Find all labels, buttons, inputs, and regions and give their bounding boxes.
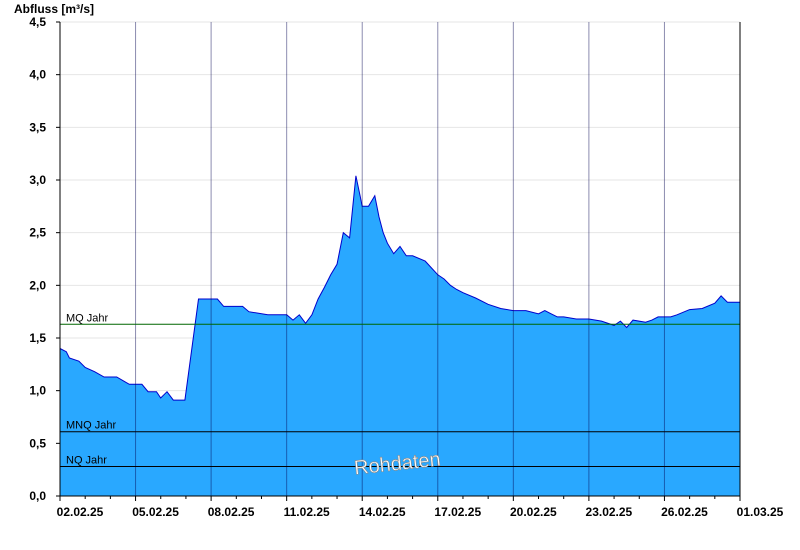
axes: 0,0 0,5 1,0 1,5 2,0 2,5 3,0 3,5 4,0 4,5 02.02.25 05… [29,15,783,519]
y-axis-label: Abfluss [m³/s] [14,2,94,16]
y-tick-label: 3,0 [29,173,46,187]
x-tick-label: 14.02.25 [359,505,406,519]
reference-line-label: MQ Jahr [66,312,109,324]
y-tick-label: 4,0 [29,68,46,82]
y-tick-label: 2,5 [29,226,46,240]
area-layer [59,175,740,497]
x-tick-label: 02.02.25 [57,505,104,519]
reference-line-label: NQ Jahr [66,455,107,467]
x-tick-label: 01.03.25 [737,505,784,519]
discharge-area [60,175,740,497]
x-tick-label: 23.02.25 [586,505,633,519]
y-tick-label: 4,5 [29,15,46,29]
x-tick-label: 08.02.25 [208,505,255,519]
discharge-line [59,175,740,401]
y-tick-label: 0,0 [29,489,46,503]
x-tick-label: 26.02.25 [661,505,708,519]
x-tick-label: 05.02.25 [132,505,179,519]
y-tick-label: 2,0 [29,278,46,292]
y-tick-label: 1,0 [29,384,46,398]
y-tick-label: 0,5 [29,436,46,450]
reference-lines: MQ Jahr MNQ Jahr NQ Jahr [60,312,740,468]
x-tick-label: 20.02.25 [510,505,557,519]
grid [60,21,740,444]
reference-line-label: MNQ Jahr [66,420,116,432]
y-tick-label: 3,5 [29,120,46,134]
x-tick-label: 11.02.25 [284,505,330,519]
y-tick-label: 1,5 [29,331,46,345]
x-tick-label: 17.02.25 [434,505,481,519]
day-gridlines [135,22,665,496]
